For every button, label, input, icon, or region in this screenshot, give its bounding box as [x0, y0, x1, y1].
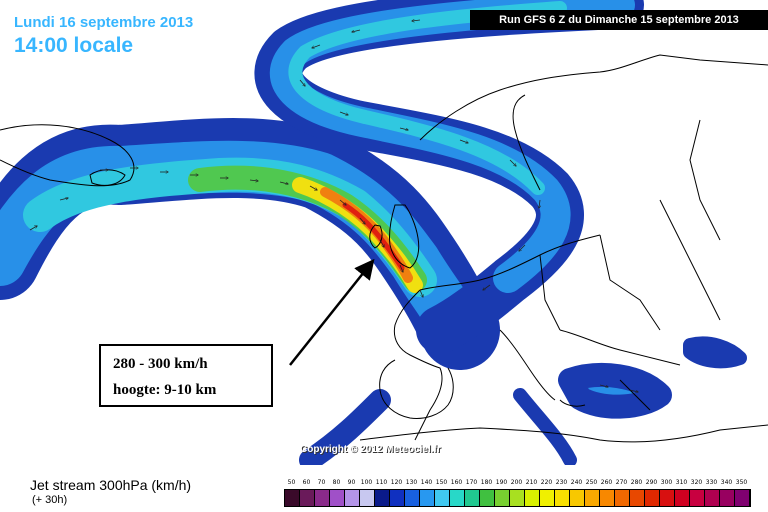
scale-swatch — [405, 490, 420, 506]
scale-label: 80 — [332, 479, 341, 486]
scale-swatch — [450, 490, 465, 506]
legend-title: Jet stream 300hPa (km/h) — [30, 477, 192, 493]
scale-label: 280 — [630, 479, 643, 486]
scale-label: 260 — [600, 479, 613, 486]
coast-iberia — [379, 359, 454, 419]
scale-label: 290 — [645, 479, 658, 486]
scale-swatch — [540, 490, 555, 506]
jet-band-med-2 — [683, 336, 747, 369]
scale-swatch — [645, 490, 660, 506]
annotation-speed: 280 - 300 km/h — [113, 356, 208, 372]
scale-swatch — [630, 490, 645, 506]
scale-label: 220 — [540, 479, 553, 486]
scale-swatch — [660, 490, 675, 506]
scale-label: 120 — [390, 479, 403, 486]
scale-label: 90 — [347, 479, 356, 486]
scale-label: 50 — [287, 479, 296, 486]
jet-band-med — [558, 363, 672, 419]
annotation-pointer-arrow — [289, 258, 375, 366]
scale-swatch — [420, 490, 435, 506]
model-run-label: Run GFS 6 Z du Dimanche 15 septembre 201… — [470, 10, 768, 30]
scale-label: 210 — [525, 479, 538, 486]
scale-swatch — [735, 490, 750, 506]
scale-swatch — [720, 490, 735, 506]
jet-stream-map: Lundi 16 septembre 2013 14:00 locale Run… — [0, 0, 768, 465]
coast-italy — [499, 329, 586, 407]
scale-swatch — [300, 490, 315, 506]
scale-label: 140 — [420, 479, 433, 486]
scale-label: 130 — [405, 479, 418, 486]
scale-swatch — [285, 490, 300, 506]
forecast-date: Lundi 16 septembre 2013 — [14, 14, 194, 31]
scale-swatch — [435, 490, 450, 506]
scale-swatch — [315, 490, 330, 506]
coast-scandinavia — [419, 54, 768, 191]
scale-label: 110 — [375, 479, 388, 486]
scale-swatch — [555, 490, 570, 506]
scale-swatch — [345, 490, 360, 506]
jet-band-north-cyan — [288, 1, 567, 195]
wind-arrows — [29, 20, 638, 392]
scale-label: 190 — [495, 479, 508, 486]
scale-label: 200 — [510, 479, 523, 486]
scale-label: 60 — [302, 479, 311, 486]
scale-swatch — [600, 490, 615, 506]
scale-swatch — [375, 490, 390, 506]
country-borders — [539, 119, 721, 331]
scale-label: 230 — [555, 479, 568, 486]
scale-swatch — [615, 490, 630, 506]
scale-swatch — [390, 490, 405, 506]
scale-label: 100 — [360, 479, 373, 486]
scale-swatch — [480, 490, 495, 506]
legend-subtitle: (+ 30h) — [32, 494, 68, 506]
coastlines — [0, 54, 768, 443]
scale-label: 160 — [450, 479, 463, 486]
scale-label: 340 — [720, 479, 733, 486]
scale-label: 350 — [735, 479, 748, 486]
scale-label: 170 — [465, 479, 478, 486]
jet-band-south — [299, 389, 391, 465]
copyright-text: Copyright © 2012 Meteociel.fr — [300, 444, 441, 455]
scale-label: 320 — [690, 479, 703, 486]
scale-swatch — [525, 490, 540, 506]
scale-label: 180 — [480, 479, 493, 486]
scale-label: 70 — [317, 479, 326, 486]
scale-swatch — [690, 490, 705, 506]
scale-swatch — [705, 490, 720, 506]
scale-label: 150 — [435, 479, 448, 486]
scale-label: 240 — [570, 479, 583, 486]
coast-africa — [359, 424, 768, 443]
scale-swatch — [675, 490, 690, 506]
scale-swatch — [510, 490, 525, 506]
coast-greenland — [0, 124, 135, 187]
coast-balkans — [559, 329, 681, 411]
scale-label: 300 — [660, 479, 673, 486]
scale-swatch — [585, 490, 600, 506]
annotation-height: hoogte: 9-10 km — [113, 382, 217, 398]
jet-band-south-2 — [513, 388, 577, 465]
scale-swatch — [360, 490, 375, 506]
scale-swatch — [465, 490, 480, 506]
annotation-box: 280 - 300 km/h hoogte: 9-10 km — [99, 344, 273, 407]
scale-swatch — [330, 490, 345, 506]
scale-swatch — [570, 490, 585, 506]
coast-britain — [369, 204, 420, 269]
scale-label: 310 — [675, 479, 688, 486]
forecast-time: 14:00 locale — [14, 34, 134, 57]
scale-label: 250 — [585, 479, 598, 486]
scale-swatch — [495, 490, 510, 506]
scale-label: 330 — [705, 479, 718, 486]
map-svg — [0, 0, 768, 465]
coast-iceland — [89, 169, 126, 186]
scale-label: 270 — [615, 479, 628, 486]
coast-europe-west — [393, 234, 601, 441]
color-scale-bar — [284, 489, 751, 507]
jet-band-red — [342, 202, 405, 271]
